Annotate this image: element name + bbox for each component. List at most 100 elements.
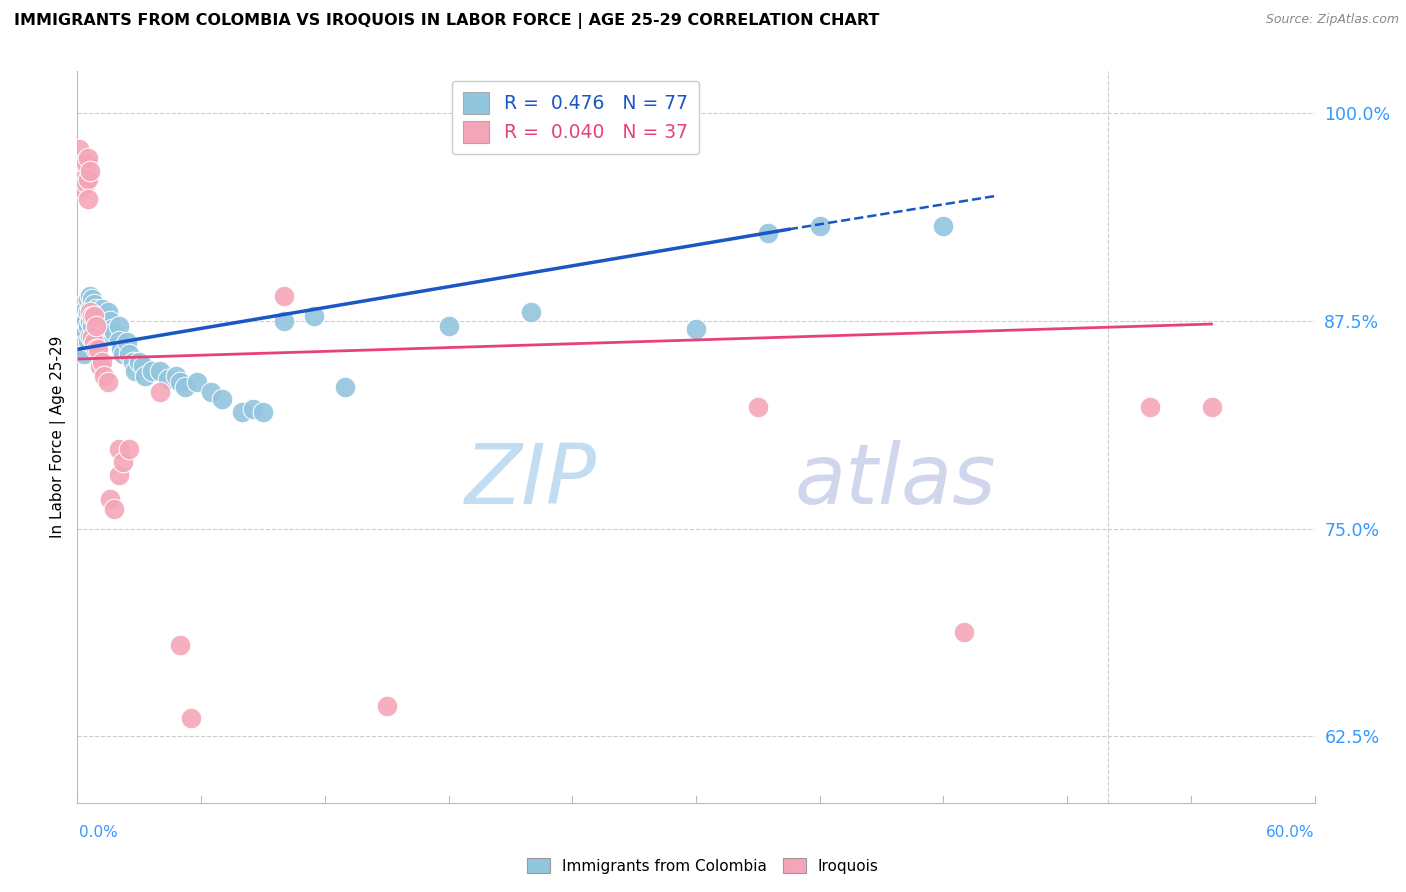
Point xyxy=(122,355,145,369)
Point xyxy=(335,380,357,394)
Point xyxy=(75,155,97,169)
Point xyxy=(132,359,155,373)
Point xyxy=(91,301,114,316)
Point xyxy=(70,322,93,336)
Point xyxy=(75,326,97,340)
Point xyxy=(252,405,274,419)
Point xyxy=(103,326,125,340)
Point xyxy=(84,315,107,329)
Point xyxy=(93,368,115,383)
Point xyxy=(128,355,150,369)
Point xyxy=(79,314,101,328)
Point xyxy=(107,318,129,333)
Point xyxy=(83,310,105,325)
Point xyxy=(75,301,97,316)
Point xyxy=(242,401,264,416)
Point xyxy=(273,289,295,303)
Point xyxy=(79,164,101,178)
Point xyxy=(80,318,103,333)
Point xyxy=(304,309,326,323)
Point xyxy=(76,318,98,333)
Point xyxy=(70,180,93,194)
Point xyxy=(87,309,110,323)
Point xyxy=(75,176,97,190)
Point xyxy=(953,624,976,639)
Point xyxy=(79,305,101,319)
Point xyxy=(520,305,543,319)
Point xyxy=(70,305,93,319)
Point xyxy=(134,368,156,383)
Point xyxy=(79,289,101,303)
Point xyxy=(101,322,124,336)
Point xyxy=(96,326,118,341)
Point xyxy=(91,314,114,328)
Point xyxy=(141,363,163,377)
Point xyxy=(124,363,146,377)
Point xyxy=(273,314,295,328)
Text: 60.0%: 60.0% xyxy=(1267,825,1315,840)
Text: IMMIGRANTS FROM COLOMBIA VS IROQUOIS IN LABOR FORCE | AGE 25-29 CORRELATION CHAR: IMMIGRANTS FROM COLOMBIA VS IROQUOIS IN … xyxy=(14,13,879,29)
Point xyxy=(84,318,107,333)
Point xyxy=(149,363,172,377)
Point xyxy=(76,305,98,319)
Point xyxy=(72,172,94,186)
Point xyxy=(72,309,94,323)
Point xyxy=(91,355,114,369)
Point xyxy=(83,309,105,323)
Point xyxy=(72,322,94,336)
Point xyxy=(79,301,101,316)
Point xyxy=(211,392,233,406)
Point xyxy=(80,309,103,323)
Point xyxy=(80,292,103,306)
Point xyxy=(72,155,94,169)
Point xyxy=(111,455,134,469)
Point xyxy=(97,375,120,389)
Point xyxy=(76,192,98,206)
Point xyxy=(87,342,110,356)
Text: atlas: atlas xyxy=(794,441,997,522)
Point xyxy=(83,335,105,350)
Point xyxy=(80,330,103,344)
Point xyxy=(169,638,191,652)
Point xyxy=(76,151,98,165)
Point xyxy=(685,322,707,336)
Point xyxy=(67,330,90,344)
Point xyxy=(83,297,105,311)
Point xyxy=(747,400,769,414)
Point xyxy=(932,219,955,233)
Point xyxy=(111,347,134,361)
Y-axis label: In Labor Force | Age 25-29: In Labor Force | Age 25-29 xyxy=(51,336,66,538)
Point xyxy=(93,322,115,336)
Point xyxy=(808,219,831,233)
Point xyxy=(72,297,94,311)
Point xyxy=(173,380,195,394)
Point xyxy=(169,375,191,389)
Point xyxy=(200,385,222,400)
Point xyxy=(80,305,103,319)
Point xyxy=(149,385,172,400)
Point xyxy=(107,442,129,456)
Point xyxy=(375,699,398,714)
Point xyxy=(67,143,90,157)
Point xyxy=(231,405,253,419)
Point xyxy=(97,305,120,319)
Point xyxy=(756,226,779,240)
Point xyxy=(115,335,138,350)
Text: Source: ZipAtlas.com: Source: ZipAtlas.com xyxy=(1265,13,1399,27)
Point xyxy=(118,347,141,361)
Legend: R =  0.476   N = 77, R =  0.040   N = 37: R = 0.476 N = 77, R = 0.040 N = 37 xyxy=(451,81,699,154)
Text: 0.0%: 0.0% xyxy=(79,825,118,840)
Point xyxy=(103,501,125,516)
Point xyxy=(76,292,98,306)
Point xyxy=(165,368,187,383)
Point xyxy=(89,359,111,373)
Point xyxy=(70,314,93,328)
Point xyxy=(98,491,121,506)
Point xyxy=(180,711,202,725)
Point xyxy=(186,375,208,389)
Point xyxy=(79,328,101,343)
Point xyxy=(89,318,111,333)
Point xyxy=(93,309,115,323)
Point xyxy=(107,468,129,483)
Point xyxy=(70,338,93,352)
